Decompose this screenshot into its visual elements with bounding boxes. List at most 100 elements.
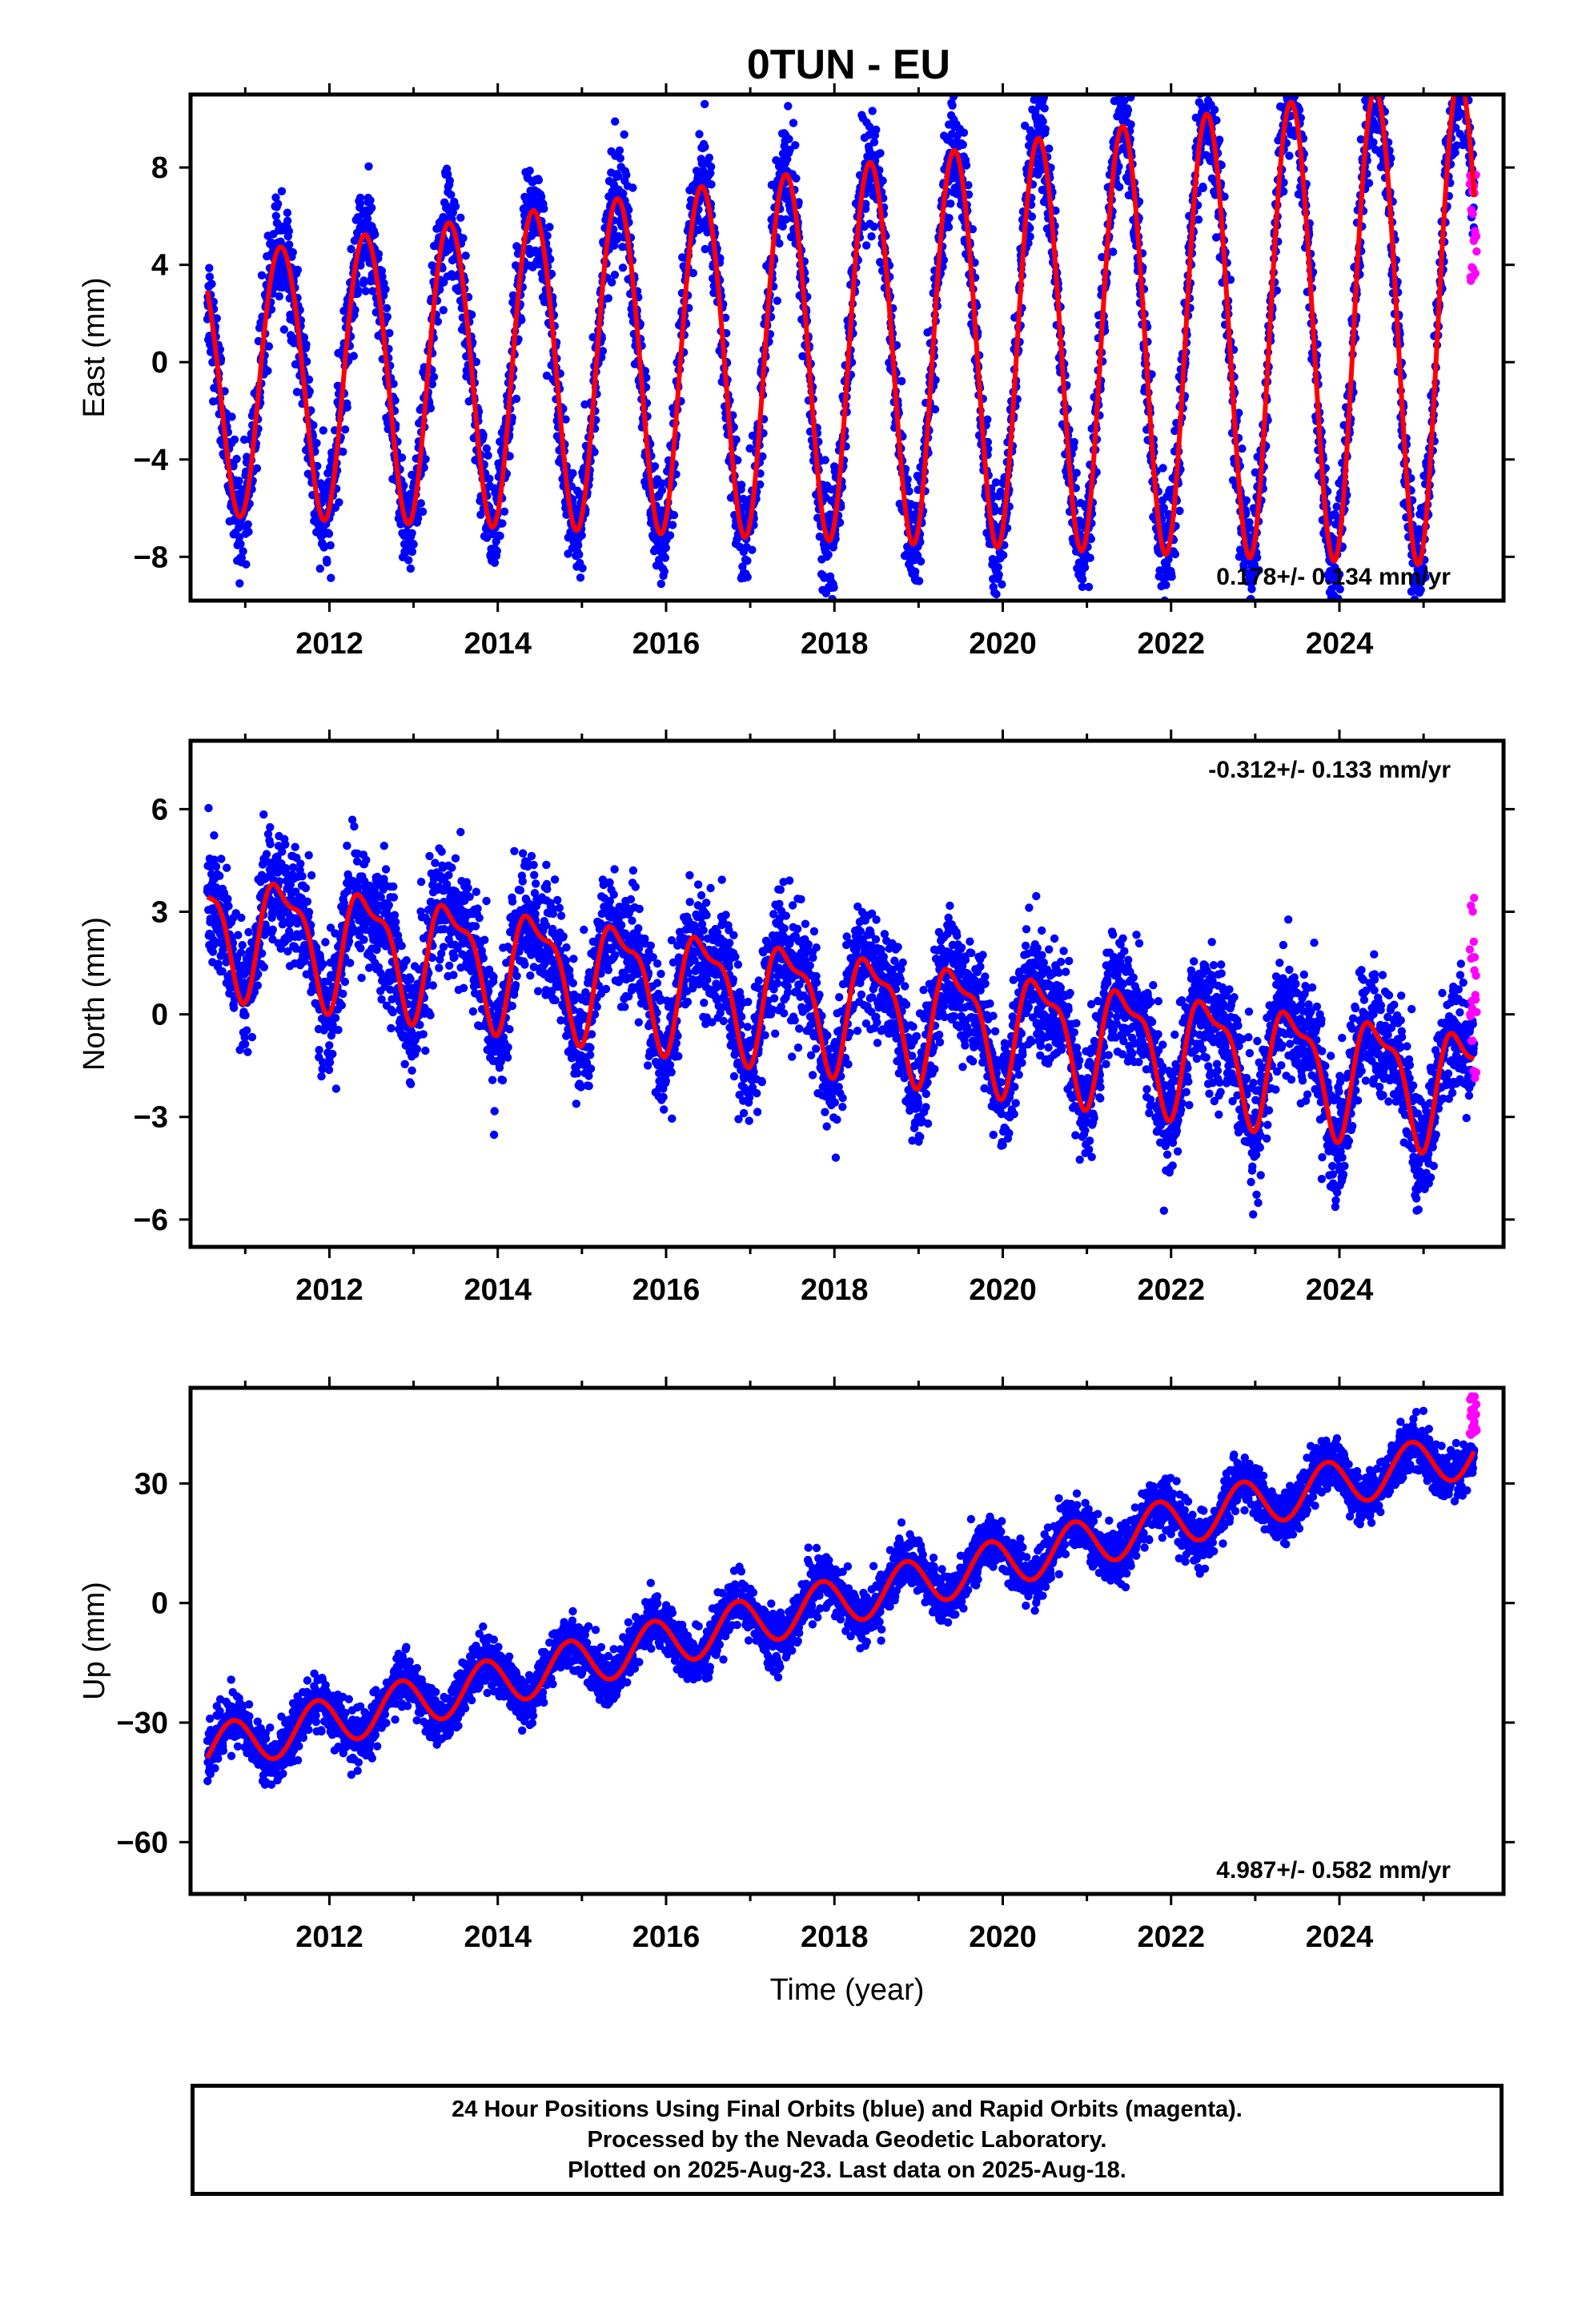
final-orbit-point — [1126, 120, 1135, 129]
final-orbit-point — [383, 312, 391, 321]
final-orbit-point — [660, 567, 669, 576]
figure-title: 0TUN - EU — [747, 42, 950, 88]
final-orbit-point — [575, 550, 584, 559]
final-orbit-point — [707, 163, 716, 171]
final-orbit-point — [1287, 50, 1295, 58]
final-orbit-point — [1284, 70, 1292, 78]
final-orbit-point — [484, 451, 492, 460]
final-orbit-point — [1371, 33, 1379, 41]
final-orbit-point — [1199, 183, 1207, 192]
final-orbit-point — [279, 325, 289, 334]
final-orbit-point — [1369, 138, 1378, 147]
final-orbit-point — [205, 272, 215, 281]
final-orbit-point — [1367, 49, 1375, 57]
final-orbit-point — [657, 486, 667, 495]
final-orbit-point — [264, 342, 274, 351]
final-orbit-point — [447, 191, 456, 199]
final-orbit-point — [642, 373, 651, 382]
final-orbit-point — [650, 462, 660, 471]
final-orbit-point — [791, 141, 800, 150]
final-orbit-point — [862, 241, 871, 250]
final-orbit-point — [1194, 215, 1203, 224]
final-orbit-point — [983, 415, 992, 424]
final-orbit-point — [309, 420, 318, 430]
final-orbit-point — [1363, 74, 1371, 82]
final-orbit-point — [1287, 80, 1295, 88]
final-orbit-point — [1080, 563, 1090, 572]
final-orbit-point — [743, 557, 752, 565]
final-orbit-point — [391, 396, 400, 405]
final-orbit-point — [867, 150, 876, 159]
final-orbit-point — [628, 183, 637, 192]
final-orbit-point — [1038, 117, 1047, 126]
plot-area — [203, 33, 1481, 624]
final-orbit-point — [1202, 82, 1210, 90]
final-orbit-point — [994, 563, 1003, 572]
final-orbit-point — [243, 520, 252, 529]
final-orbit-point — [1170, 549, 1180, 559]
final-orbit-point — [451, 202, 460, 211]
final-orbit-point — [743, 573, 752, 581]
final-orbit-point — [1363, 82, 1371, 90]
final-orbit-point — [534, 175, 544, 185]
final-orbit-point — [1084, 582, 1094, 592]
final-orbit-point — [252, 464, 262, 472]
final-orbit-point — [368, 287, 377, 296]
final-orbit-point — [931, 376, 940, 384]
final-orbit-point — [733, 456, 742, 464]
final-orbit-point — [959, 128, 969, 137]
final-orbit-point — [1369, 59, 1377, 67]
final-orbit-point — [707, 180, 716, 189]
final-orbit-point — [1377, 80, 1385, 88]
final-orbit-point — [1286, 80, 1294, 88]
final-orbit-point — [792, 174, 801, 183]
final-orbit-point — [418, 507, 428, 517]
final-orbit-point — [1245, 518, 1254, 527]
final-orbit-point — [1250, 616, 1258, 624]
final-orbit-point — [396, 520, 405, 529]
final-orbit-point — [1212, 116, 1221, 125]
final-orbit-point — [756, 480, 765, 489]
final-orbit-point — [235, 533, 244, 541]
final-orbit-point — [230, 435, 239, 444]
final-orbit-point — [406, 564, 416, 573]
final-orbit-point — [227, 412, 236, 421]
final-orbit-point — [536, 192, 546, 201]
final-orbit-point — [991, 478, 1001, 487]
final-orbit-point — [1175, 506, 1184, 516]
final-orbit-point — [212, 314, 221, 323]
final-orbit-point — [1086, 553, 1094, 562]
final-orbit-point — [347, 244, 355, 254]
final-orbit-point — [461, 251, 470, 260]
final-orbit-point — [872, 125, 881, 135]
final-orbit-point — [479, 431, 488, 440]
final-orbit-point — [244, 527, 253, 537]
final-orbit-point — [701, 244, 709, 254]
final-orbit-point — [778, 222, 787, 231]
final-orbit-point — [737, 480, 746, 489]
final-orbit-point — [416, 499, 425, 508]
final-orbit-point — [382, 304, 391, 312]
final-orbit-point — [374, 250, 383, 259]
final-orbit-point — [1286, 68, 1294, 76]
final-orbit-point — [324, 529, 334, 538]
final-orbit-point — [619, 189, 628, 198]
final-orbit-point — [783, 155, 792, 163]
final-orbit-point — [608, 278, 616, 287]
final-orbit-point — [994, 570, 1003, 579]
final-orbit-point — [293, 265, 303, 275]
final-orbit-point — [496, 532, 504, 541]
final-orbit-point — [1375, 79, 1383, 87]
final-orbit-point — [573, 541, 583, 550]
final-orbit-point — [271, 211, 280, 220]
final-orbit-point — [669, 511, 679, 520]
final-orbit-point — [876, 149, 885, 158]
final-orbit-point — [1292, 74, 1300, 82]
final-orbit-point — [868, 107, 877, 115]
final-orbit-point — [1210, 105, 1219, 115]
final-orbit-point — [257, 271, 267, 279]
final-orbit-point — [914, 577, 924, 585]
final-orbit-point — [351, 305, 359, 315]
final-orbit-point — [381, 285, 390, 294]
final-orbit-point — [1373, 52, 1381, 60]
